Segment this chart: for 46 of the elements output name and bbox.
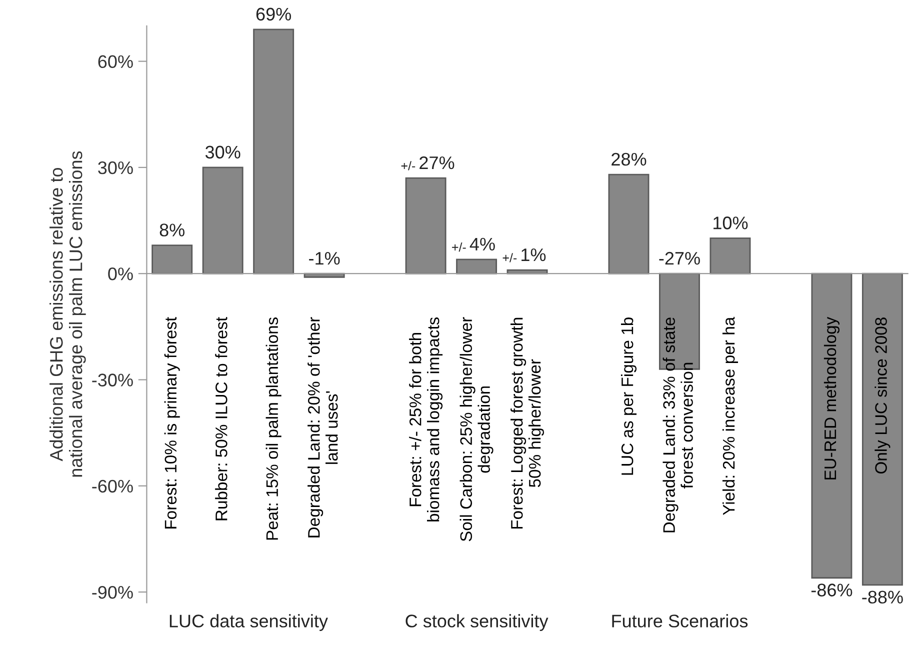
bar	[608, 174, 650, 274]
y-tick-label: -60%	[92, 480, 133, 493]
y-tick-label: 0%	[108, 268, 133, 280]
data-label: 4%	[470, 238, 495, 250]
y-axis-title: Additional GHG emissions relative to national average oil palm LUC emissions	[50, 151, 86, 477]
x-tick-label: Yield: 20% increase per ha	[722, 316, 738, 516]
x-tick-label: EU-RED methodology	[824, 316, 840, 480]
data-label: -88%	[862, 590, 903, 604]
text: C stock sensitivity	[406, 614, 548, 632]
y-tick-label: 30%	[98, 161, 133, 174]
data-label: 28%	[612, 152, 646, 166]
x-tick-label: Peat: 15% oil palm plantations	[266, 317, 282, 540]
data-label: 10%	[714, 216, 748, 230]
data-label: 1%	[522, 248, 546, 262]
bar	[202, 166, 244, 274]
annotation: +/-	[452, 242, 466, 252]
data-label: 27%	[420, 156, 454, 170]
x-tick-label: Degraded Land: 33% of state forest conversion	[662, 318, 693, 532]
x-tick-label: LUC as per Figure 1b	[620, 318, 637, 475]
bar	[710, 238, 751, 274]
bar	[862, 272, 903, 586]
data-label: 69%	[256, 8, 291, 21]
data-label: 30%	[205, 146, 240, 159]
y-tick-label: 60%	[98, 55, 133, 68]
x-tick-label: Forest: +/- 25% for both biomass and loggin impacts	[409, 317, 443, 522]
annotation: +/-	[502, 253, 517, 262]
data-label: 8%	[160, 224, 184, 236]
bar	[811, 272, 852, 579]
bar	[152, 244, 193, 274]
data-label: -86%	[811, 584, 852, 596]
bar	[253, 28, 294, 274]
text: Future Scenarios	[612, 614, 748, 628]
data-label: -1%	[309, 252, 340, 265]
x-tick-label: Degraded Land: 20% of 'other land uses'	[308, 317, 338, 538]
x-tick-label: Forest: Logged forest growth 50% higher/lower	[510, 318, 544, 529]
x-tick-label: Rubber: 50% ILUC to forest	[215, 316, 228, 520]
text: LUC data sensitivity	[170, 614, 328, 632]
data-label: -27%	[659, 252, 700, 265]
annotation: +/-	[401, 161, 416, 170]
y-tick-label: -30%	[92, 374, 133, 386]
bar	[456, 258, 498, 274]
y-tick-label: -90%	[92, 586, 133, 599]
x-tick-label: Only LUC since 2008	[874, 318, 890, 474]
x-tick-label: Soil Carbon: 25% higher/lower degradation	[460, 317, 494, 542]
bar	[405, 177, 446, 274]
x-tick-label: Forest: 10% is primary forest	[164, 316, 180, 528]
